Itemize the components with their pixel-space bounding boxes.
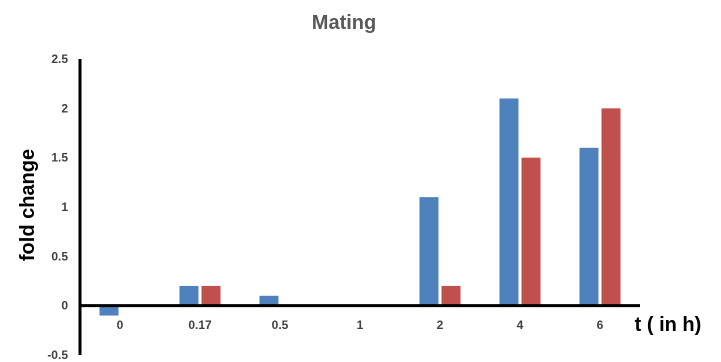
y-tick-label: 1 bbox=[61, 200, 68, 214]
bar-series-1-4 bbox=[499, 98, 519, 306]
x-tick-label: 0 bbox=[117, 318, 124, 332]
bar-series-2-4 bbox=[521, 157, 541, 306]
x-tick-label: 0.17 bbox=[188, 318, 212, 332]
bars bbox=[99, 98, 621, 316]
bar-series-1-2 bbox=[419, 197, 439, 306]
chart-title: Mating bbox=[312, 12, 376, 34]
bar-series-1-0.17 bbox=[179, 285, 199, 306]
x-tick-labels: 0 0.17 0.5 1 2 4 6 bbox=[117, 318, 604, 332]
bar-series-2-6 bbox=[601, 108, 621, 306]
y-tick-label: 0.5 bbox=[51, 249, 68, 263]
y-tick-labels: -0.5 0 0.5 1 1.5 2 2.5 bbox=[47, 52, 68, 362]
axes bbox=[78, 59, 640, 355]
x-tick-label: 1 bbox=[357, 318, 364, 332]
bar-series-2-2 bbox=[441, 285, 461, 306]
bar-series-1-0.5 bbox=[259, 295, 279, 306]
y-tick-label: 2 bbox=[61, 101, 68, 115]
x-axis-label: t ( in h) bbox=[635, 314, 702, 336]
y-tick-label: 1.5 bbox=[51, 151, 68, 165]
bar-series-2-0.17 bbox=[201, 285, 221, 306]
bar-series-1-0 bbox=[99, 305, 119, 316]
x-tick-label: 2 bbox=[437, 318, 444, 332]
y-tick-label: 2.5 bbox=[51, 52, 68, 66]
bar-series-1-6 bbox=[579, 147, 599, 306]
y-tick-label: -0.5 bbox=[47, 348, 68, 362]
y-tick-label: 0 bbox=[61, 299, 68, 313]
x-tick-label: 4 bbox=[517, 318, 524, 332]
x-tick-label: 6 bbox=[597, 318, 604, 332]
x-tick-label: 0.5 bbox=[272, 318, 289, 332]
y-axis-label: fold change bbox=[17, 149, 39, 261]
